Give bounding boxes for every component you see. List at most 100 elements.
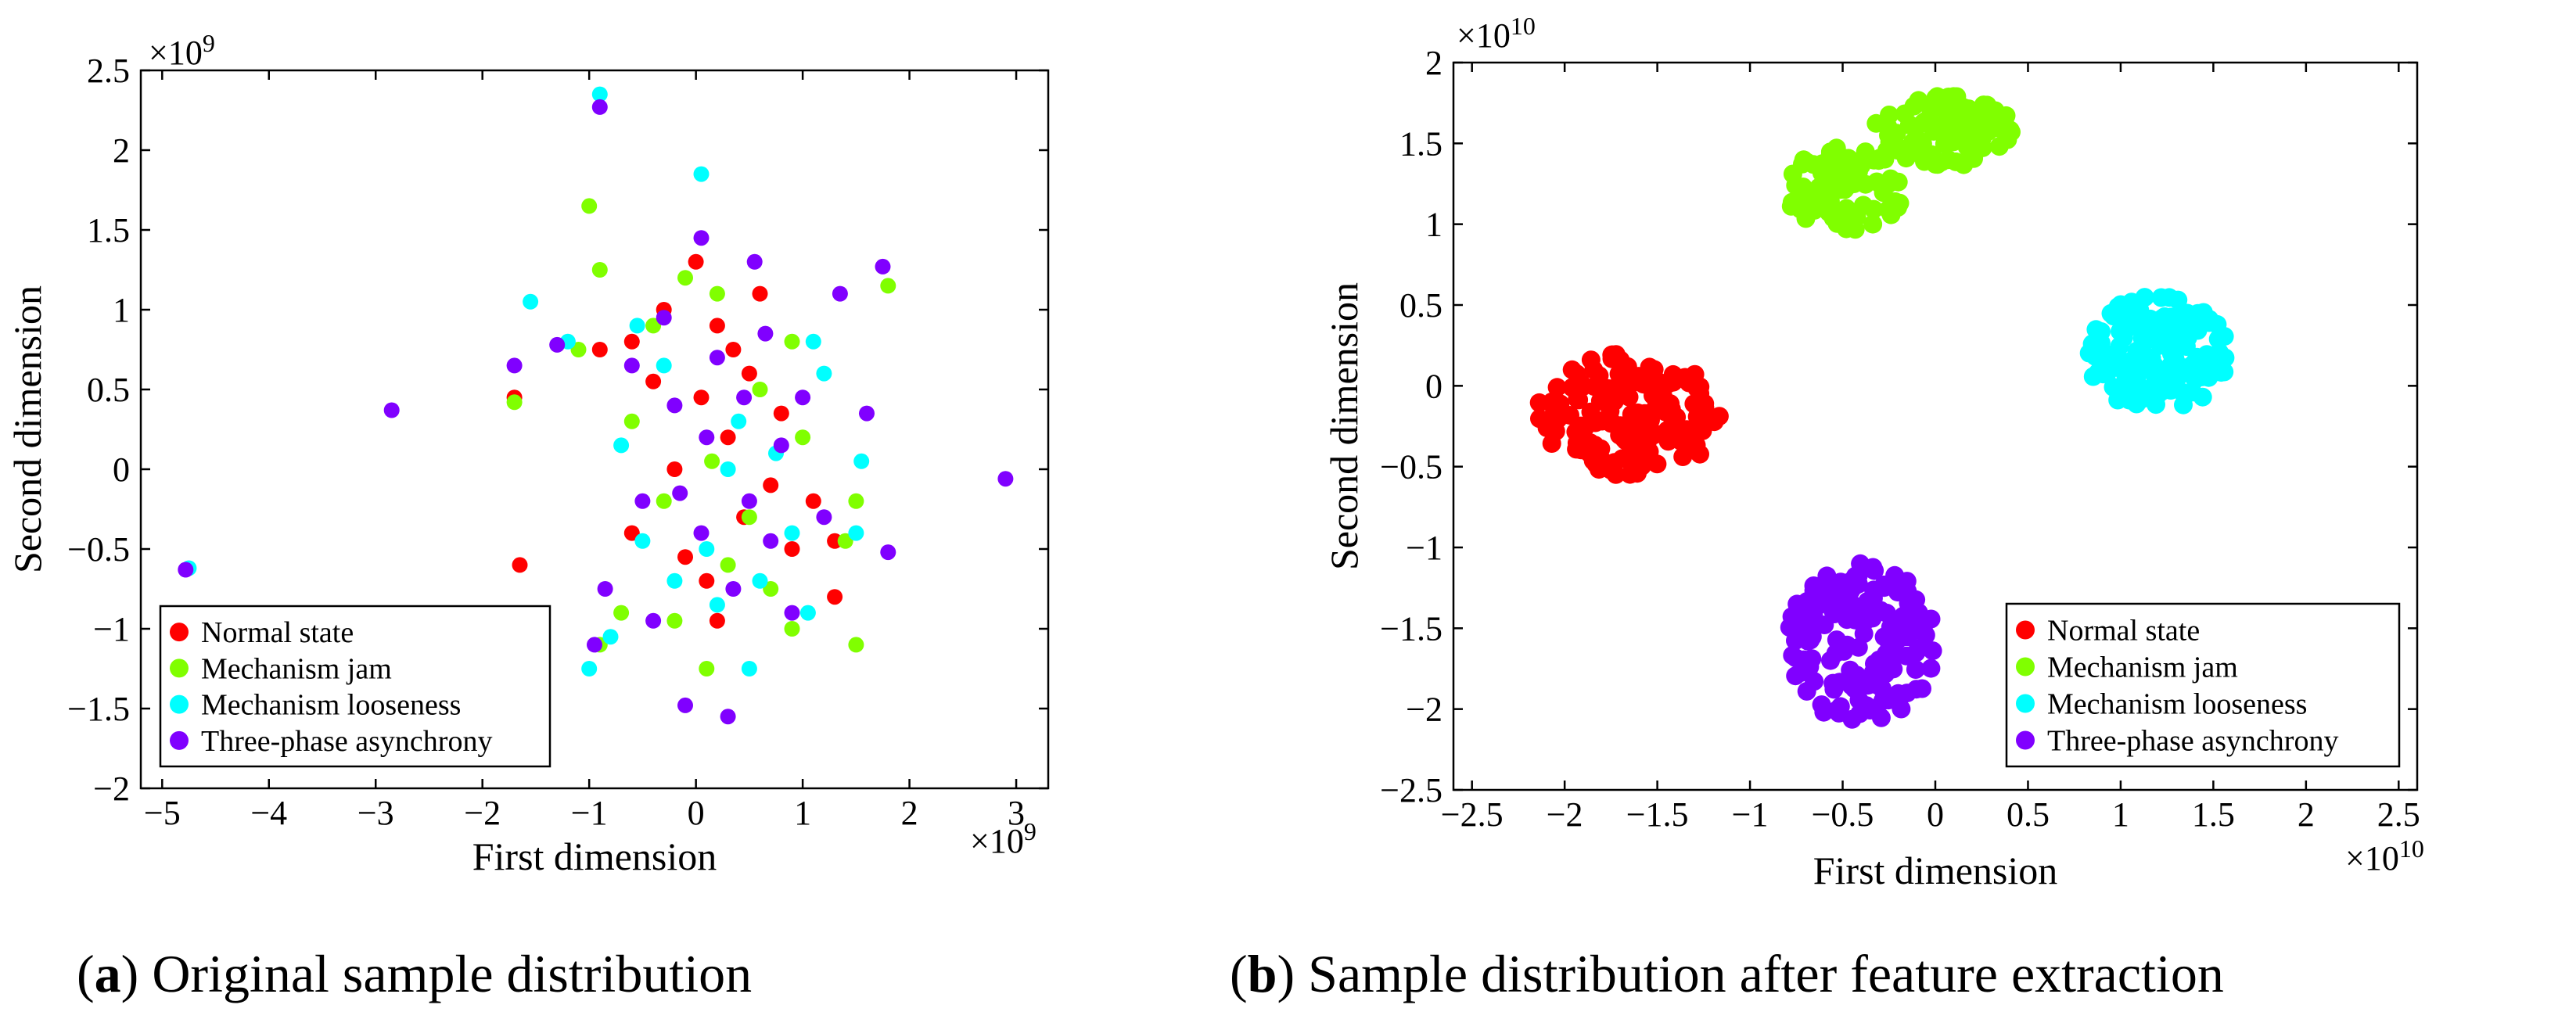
panel-a-y-exponent: ×109 (149, 29, 215, 72)
x-tick-label: −2 (1547, 795, 1583, 834)
series-mechanism-jam (506, 198, 896, 676)
legend-label: Mechanism jam (2047, 651, 2238, 684)
data-point (709, 612, 725, 629)
legend-marker (170, 659, 189, 678)
data-point (2186, 370, 2205, 389)
data-point (805, 493, 821, 509)
data-point (2153, 309, 2172, 328)
data-point (1640, 418, 1660, 437)
data-point (1827, 630, 1846, 650)
data-point (1575, 418, 1594, 438)
data-point (1845, 174, 1863, 193)
data-point (506, 394, 523, 411)
data-point (512, 557, 528, 573)
data-point (613, 605, 630, 621)
data-point (1619, 387, 1639, 407)
data-point (523, 293, 539, 310)
data-point (709, 285, 725, 302)
data-point (693, 166, 710, 182)
panel-b-scatter-chart: −2.5 −2 −1.5 −1 −0.5 0 0.5 1 1.5 2 2.5 −2.5−2−1.5−… (1230, 12, 2424, 1003)
data-point (506, 357, 523, 374)
y-tick-label: 1.5 (1399, 124, 1442, 163)
data-point (699, 541, 715, 557)
legend-marker (2016, 694, 2035, 713)
data-point (1640, 357, 1659, 377)
data-point (1922, 145, 1942, 164)
y-tick-label: 0 (1425, 367, 1442, 405)
data-point (1845, 220, 1865, 239)
legend-box (2005, 602, 2401, 768)
data-point (602, 629, 619, 645)
data-point (1827, 580, 1846, 599)
series-mechanism-looseness (2079, 288, 2235, 414)
data-point (672, 485, 688, 501)
data-point (1786, 648, 1805, 668)
x-tick-label: −1 (1732, 795, 1769, 834)
data-point (2182, 317, 2201, 336)
data-point (1939, 150, 1958, 170)
data-point (1863, 214, 1883, 234)
data-point (1899, 115, 1919, 135)
data-point (1971, 100, 1990, 120)
data-point (699, 661, 715, 676)
data-point (1934, 117, 1953, 136)
data-point (2120, 368, 2139, 387)
data-point (1916, 626, 1935, 645)
data-point (1825, 605, 1845, 623)
panel-b-x-exponent: ×1010 (2345, 834, 2424, 877)
data-point (816, 509, 832, 526)
x-tick-label: −1 (571, 794, 608, 832)
data-point (1567, 433, 1586, 453)
data-point (613, 437, 630, 454)
y-tick-label: 2 (1425, 44, 1442, 82)
data-point (1837, 199, 1856, 218)
x-tick-label: 2 (2298, 795, 2315, 834)
y-tick-label: 2.5 (87, 52, 130, 90)
data-point (997, 471, 1014, 487)
y-tick-label: −1.5 (1380, 609, 1442, 648)
data-point (1673, 447, 1693, 466)
data-point (666, 572, 683, 589)
data-point (597, 581, 613, 597)
legend-marker (2016, 620, 2035, 640)
data-point (1879, 126, 1898, 145)
data-point (677, 270, 693, 286)
series-three-phase-asynchrony (1780, 554, 1942, 729)
data-point (1813, 580, 1832, 600)
data-point (1893, 606, 1913, 626)
data-point (1879, 691, 1899, 710)
data-point (1906, 590, 1926, 609)
data-point (752, 572, 768, 589)
data-point (816, 365, 832, 382)
data-point (1849, 691, 1869, 710)
data-point (1841, 660, 1860, 680)
data-point (720, 429, 736, 446)
legend-marker (170, 730, 189, 750)
x-tick-label: −0.5 (1812, 795, 1874, 834)
data-point (848, 493, 864, 509)
data-point (784, 605, 800, 621)
panel-a-caption: (a) Original sample distribution (77, 944, 752, 1003)
data-point (1928, 87, 1947, 106)
data-point (656, 310, 672, 326)
data-point (1864, 580, 1883, 600)
y-tick-label: −0.5 (1380, 448, 1442, 486)
data-point (693, 389, 710, 406)
data-point (1897, 684, 1917, 703)
data-point (623, 525, 640, 541)
panel-b-y-exponent: ×1010 (1457, 12, 1536, 55)
data-point (2135, 288, 2154, 307)
data-point (2127, 303, 2147, 323)
legend-marker (170, 623, 189, 642)
legend-marker (170, 694, 189, 714)
data-point (1584, 360, 1604, 379)
data-point (763, 477, 779, 493)
y-tick-label: −0.5 (67, 530, 130, 569)
x-tick-label: −5 (144, 794, 181, 832)
panel-a-y-axis-label: Second dimension (5, 285, 49, 573)
data-point (1640, 442, 1659, 461)
x-tick-label: 1 (794, 794, 811, 832)
data-point (645, 612, 662, 629)
data-point (1709, 407, 1729, 426)
